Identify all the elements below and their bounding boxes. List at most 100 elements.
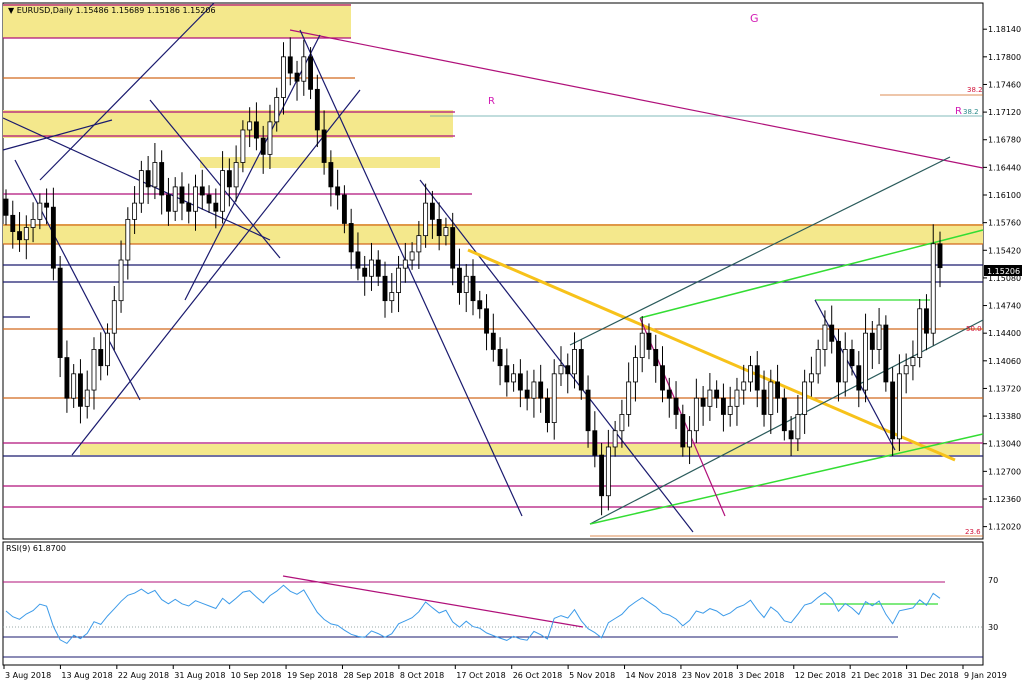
trend-navy-9 xyxy=(419,179,694,533)
candle-bull xyxy=(896,373,902,440)
candle-bear xyxy=(226,170,232,188)
candle-bear xyxy=(179,186,185,204)
candle-bull xyxy=(748,365,753,383)
candle-bear xyxy=(3,198,9,216)
date-tick-label: 22 Aug 2018 xyxy=(118,671,169,680)
candle-bull xyxy=(23,227,29,241)
candle-bear xyxy=(788,430,794,440)
candle-bear xyxy=(166,194,171,212)
candle-bull xyxy=(917,308,923,358)
candle-bear xyxy=(98,349,104,367)
zone-top xyxy=(3,4,351,38)
trend-yellow xyxy=(467,248,956,462)
candle-bear xyxy=(199,186,205,196)
candle-bull xyxy=(37,202,43,220)
menu-triangle-icon: ▼ xyxy=(8,6,17,15)
rsi-levels xyxy=(3,575,983,658)
candle-bear xyxy=(382,275,388,302)
candle-bear xyxy=(287,56,293,74)
price-tick-label: 1.16440 xyxy=(988,163,1021,172)
candle-bear xyxy=(504,365,510,383)
current-price-label: 1.15206 xyxy=(987,267,1020,276)
candle-bear xyxy=(660,365,665,391)
rsi-line xyxy=(5,584,941,645)
candle-bear xyxy=(17,231,22,241)
candle-bear xyxy=(145,170,151,188)
candle-bear xyxy=(57,267,63,358)
candle-bear xyxy=(78,373,83,407)
rsi-trend-magenta xyxy=(282,575,584,628)
candle-bull xyxy=(687,430,693,448)
candle-bear xyxy=(666,389,672,399)
price-tick-label: 1.12700 xyxy=(988,467,1021,476)
candle-bull xyxy=(118,259,124,302)
trend-navy-3 xyxy=(71,89,361,456)
trend-navy-5 xyxy=(14,159,141,401)
date-tick-label: 19 Sep 2018 xyxy=(287,671,338,680)
candle-bull xyxy=(619,414,625,432)
candle-bull xyxy=(741,381,747,391)
candle-bear xyxy=(64,357,70,399)
label-g: G xyxy=(750,12,759,25)
candle-bear xyxy=(680,414,686,448)
price-tick-label: 1.14400 xyxy=(988,329,1021,338)
header-symbol: ▼ EURUSD,Daily 1.15486 1.15689 1.15186 1… xyxy=(8,6,216,15)
zones xyxy=(3,4,983,455)
candle-bear xyxy=(775,381,780,399)
candle-bull xyxy=(172,186,178,212)
candle-bear xyxy=(186,202,192,212)
candle-bull xyxy=(281,56,286,98)
candle-bull xyxy=(396,267,401,293)
price-axis: 1.18140 1.17800 1.17460 1.17120 1.16780 1.164… xyxy=(983,25,1021,532)
candle-bear xyxy=(836,340,841,383)
candle-bear xyxy=(321,129,327,163)
candle-bear xyxy=(869,332,875,350)
candle-bear xyxy=(253,121,259,139)
candle-bull xyxy=(815,349,821,375)
candle-bull xyxy=(247,121,253,131)
candle-bear xyxy=(490,332,496,350)
date-tick-label: 5 Nov 2018 xyxy=(569,671,615,680)
candle-bull xyxy=(443,227,449,237)
candle-bull xyxy=(71,373,77,399)
candle-bear xyxy=(829,324,835,342)
candle-bear xyxy=(206,194,212,204)
price-tick-label: 1.17460 xyxy=(988,80,1021,89)
date-tick-label: 10 Sep 2018 xyxy=(231,671,282,680)
candle-bull xyxy=(132,202,138,220)
price-tick-label: 1.15420 xyxy=(988,246,1021,255)
candle-bear xyxy=(314,88,320,131)
date-tick-label: 3 Dec 2018 xyxy=(738,671,784,680)
candle-bull xyxy=(91,349,97,391)
candle-bear xyxy=(294,72,300,82)
candle-bear xyxy=(599,454,605,497)
candle-bear xyxy=(653,349,659,367)
date-tick-label: 23 Nov 2018 xyxy=(682,671,733,680)
candle-bull xyxy=(842,349,848,383)
candle-bull xyxy=(707,389,713,407)
candle-bear xyxy=(457,267,462,293)
candle-bull xyxy=(734,389,740,407)
candle-bull xyxy=(423,202,429,237)
price-tick-label: 1.13720 xyxy=(988,384,1021,393)
candles xyxy=(3,37,943,516)
candle-bear xyxy=(761,389,767,415)
fib-label-50: 50.0 xyxy=(966,325,982,333)
candle-bear xyxy=(849,349,855,367)
candle-bull xyxy=(138,170,144,204)
candle-bear xyxy=(545,397,550,423)
price-tick-label: 1.14740 xyxy=(988,302,1021,311)
zone-resistance xyxy=(3,224,983,244)
zone-upper xyxy=(3,110,453,138)
candle-bull xyxy=(30,218,36,228)
ohlc-values: 1.15486 1.15689 1.15186 1.15206 xyxy=(76,6,216,15)
candle-bear xyxy=(159,162,165,196)
candle-bear xyxy=(260,137,266,155)
candle-bull xyxy=(551,373,557,423)
fib-label-236: 23.6 xyxy=(965,528,981,536)
candle-bear xyxy=(673,397,679,415)
candle-bear xyxy=(924,308,929,334)
candle-bull xyxy=(416,235,422,253)
candle-bear xyxy=(470,275,476,302)
